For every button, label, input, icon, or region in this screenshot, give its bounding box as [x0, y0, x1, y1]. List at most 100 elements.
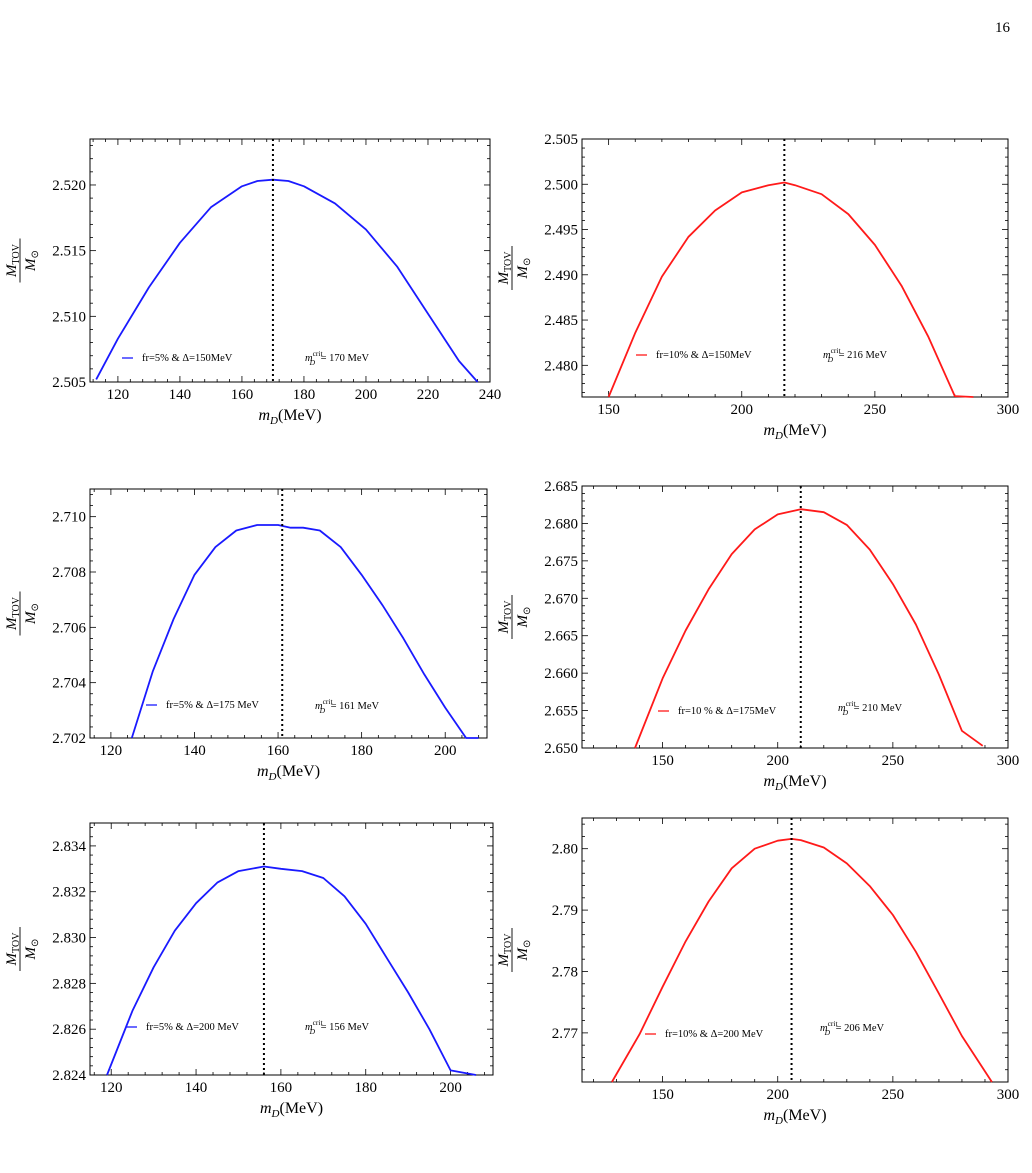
- y-tick-label: 2.706: [52, 620, 86, 636]
- x-tick-label: 240: [479, 387, 502, 403]
- x-tick-label: 220: [417, 387, 440, 403]
- x-tick-label: 200: [439, 1080, 462, 1096]
- x-tick-label: 200: [731, 402, 754, 418]
- chart-panel-1: 120 140 160 180 200 220 240 2.505 2.510 2.515 2.52…: [4, 138, 502, 427]
- legend-label: fr=5% & Δ=150MeV: [142, 353, 233, 364]
- y-tick-label: 2.824: [52, 1068, 86, 1084]
- x-tick-label: 160: [267, 743, 290, 759]
- y-tick-label: 2.702: [52, 731, 86, 747]
- x-tick-label: 300: [997, 753, 1020, 769]
- x-tick-label: 140: [169, 387, 192, 403]
- x-tick-label: 140: [185, 1080, 208, 1096]
- plot-frame: [581, 817, 1009, 1083]
- x-tick-label: 180: [354, 1080, 377, 1096]
- y-tick-label: 2.495: [544, 223, 578, 239]
- chart-panel-2: 150 200 250 300 2.480 2.485 2.490 2.495 2.500 2.5…: [496, 132, 1019, 442]
- y-axis-label-numerator: MTOV: [4, 243, 22, 278]
- y-tick-label: 2.79: [552, 903, 578, 919]
- y-tick-label: 2.77: [552, 1026, 579, 1042]
- y-tick-label: 2.675: [544, 554, 578, 570]
- critical-annotation: mcrit D = 170 MeV: [305, 349, 370, 367]
- x-axis-label: mD(MeV): [763, 773, 826, 793]
- x-axis-label: mD(MeV): [257, 763, 320, 783]
- legend-label: fr=10% & Δ=200 MeV: [665, 1029, 764, 1040]
- y-tick-label: 2.490: [544, 268, 578, 284]
- y-axis-label-numerator: MTOV: [496, 933, 514, 968]
- x-tick-label: 200: [434, 743, 457, 759]
- legend-label: fr=5% & Δ=200 MeV: [146, 1022, 239, 1033]
- x-axis-label: mD(MeV): [763, 1107, 826, 1127]
- y-tick-label: 2.655: [544, 704, 578, 720]
- y-tick-label: 2.80: [552, 842, 578, 858]
- y-tick-label: 2.704: [52, 676, 86, 692]
- legend-label: fr=10 % & Δ=175MeV: [678, 706, 777, 717]
- y-axis-label-denominator: M⊙: [515, 258, 533, 280]
- series-line: [106, 865, 477, 1076]
- legend-label: fr=10% & Δ=150MeV: [656, 350, 752, 361]
- y-tick-label: 2.515: [52, 244, 86, 260]
- critical-annotation: mcrit D = 156 MeV: [305, 1018, 370, 1036]
- y-tick-label: 2.708: [52, 565, 86, 581]
- y-tick-label: 2.500: [544, 177, 578, 193]
- plot-frame: [89, 488, 488, 739]
- x-tick-label: 180: [350, 743, 373, 759]
- y-tick-label: 2.485: [544, 313, 578, 329]
- y-axis-label-denominator: M⊙: [23, 939, 41, 961]
- x-tick-label: 150: [651, 753, 674, 769]
- legend-label: fr=5% & Δ=175 MeV: [166, 700, 259, 711]
- y-tick-label: 2.680: [544, 516, 578, 532]
- y-axis-label-denominator: M⊙: [23, 250, 41, 272]
- x-axis-label: mD(MeV): [258, 407, 321, 427]
- x-tick-label: 140: [183, 743, 206, 759]
- critical-annotation: mcrit D = 161 MeV: [315, 697, 380, 715]
- series-line: [611, 838, 993, 1083]
- series-line: [634, 508, 984, 749]
- y-tick-label: 2.834: [52, 839, 86, 855]
- chart-panel-6: 150 200 250 300 2.77 2.78 2.79 2.80 fr=10% & Δ=2…: [496, 817, 1020, 1127]
- x-tick-label: 150: [651, 1087, 674, 1103]
- x-tick-label: 160: [231, 387, 254, 403]
- plot-frame: [89, 822, 494, 1076]
- y-tick-label: 2.520: [52, 178, 86, 194]
- y-tick-label: 2.670: [544, 591, 578, 607]
- y-axis-label-numerator: MTOV: [496, 251, 514, 286]
- y-tick-label: 2.685: [544, 479, 578, 495]
- y-tick-label: 2.505: [544, 132, 578, 148]
- x-axis-label: mD(MeV): [763, 422, 826, 442]
- y-axis-label-numerator: MTOV: [4, 596, 22, 631]
- critical-annotation: mcrit D = 216 MeV: [823, 346, 888, 364]
- series-line: [130, 524, 479, 739]
- x-tick-label: 150: [597, 402, 620, 418]
- x-tick-label: 120: [107, 387, 130, 403]
- y-axis-label-numerator: MTOV: [4, 932, 22, 967]
- x-tick-label: 300: [997, 1087, 1020, 1103]
- plot-frame: [581, 485, 1009, 749]
- x-axis-label: mD(MeV): [260, 1100, 323, 1120]
- y-tick-label: 2.710: [52, 510, 86, 526]
- plot-frame: [581, 138, 1009, 398]
- critical-annotation: mcrit D = 206 MeV: [820, 1019, 885, 1037]
- y-axis-label-numerator: MTOV: [496, 600, 514, 635]
- x-tick-label: 120: [100, 743, 123, 759]
- x-tick-label: 120: [100, 1080, 123, 1096]
- plot-frame: [89, 138, 491, 383]
- chart-panel-3: 120 140 160 180 200 2.702 2.704 2.706 2.708 2.710…: [4, 488, 488, 783]
- x-tick-label: 200: [355, 387, 378, 403]
- y-tick-label: 2.665: [544, 629, 578, 645]
- y-tick-label: 2.832: [52, 885, 86, 901]
- y-axis-label-denominator: M⊙: [23, 603, 41, 625]
- y-tick-label: 2.505: [52, 375, 86, 391]
- y-axis-label-denominator: M⊙: [515, 607, 533, 629]
- y-axis-label-denominator: M⊙: [515, 940, 533, 962]
- x-tick-label: 250: [864, 402, 887, 418]
- x-tick-label: 200: [766, 1087, 789, 1103]
- y-tick-label: 2.660: [544, 666, 578, 682]
- y-tick-label: 2.828: [52, 976, 86, 992]
- chart-panel-4: 150 200 250 300 2.650 2.655 2.660 2.665 2.670 2.6…: [496, 479, 1019, 793]
- chart-panel-5: 120 140 160 180 200 2.824 2.826 2.828 2.830 2.832…: [4, 822, 494, 1120]
- x-tick-label: 180: [293, 387, 316, 403]
